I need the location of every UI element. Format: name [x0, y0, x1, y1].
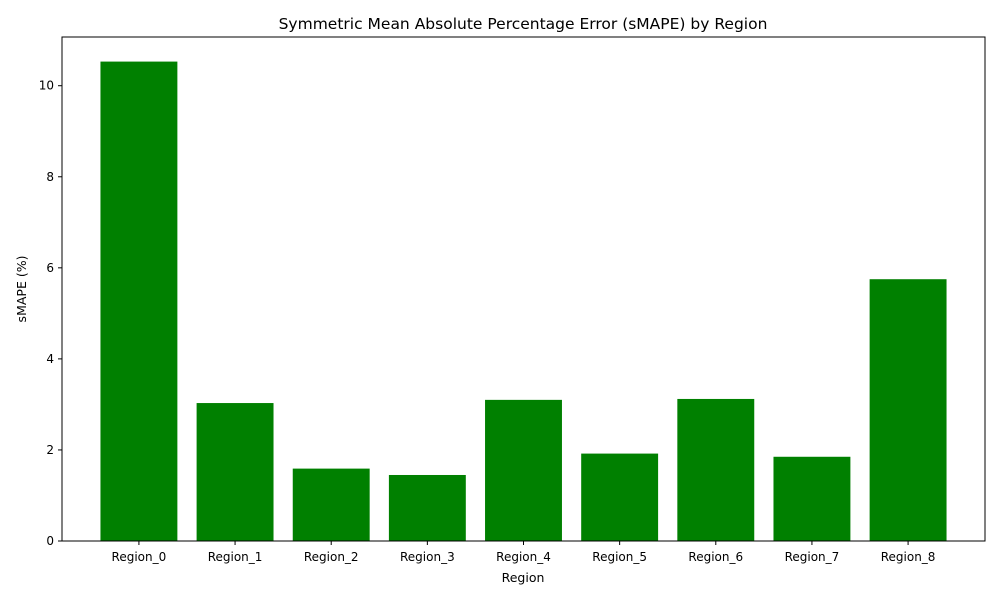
x-tick-label: Region_7 [785, 550, 840, 564]
y-tick-label: 10 [39, 79, 54, 93]
x-tick-label: Region_0 [112, 550, 167, 564]
x-tick-label: Region_3 [400, 550, 455, 564]
bar-region-8 [869, 279, 947, 541]
bar-region-1 [196, 403, 274, 541]
bar-region-6 [677, 398, 755, 541]
plot-frame [61, 36, 986, 542]
bar-region-7 [773, 456, 851, 541]
x-axis-ticks: Region_0 Region_1 Region_2 Region_3 Region_4… [112, 541, 936, 564]
chart-title: Symmetric Mean Absolute Percentage Error… [279, 15, 768, 33]
bar-region-4 [485, 399, 562, 541]
bar-region-3 [388, 474, 466, 541]
x-axis-title: Region [502, 570, 545, 585]
x-tick-label: Region_1 [208, 550, 263, 564]
x-tick-label: Region_4 [496, 550, 551, 564]
y-tick-label: 4 [46, 352, 54, 366]
x-tick-label: Region_2 [304, 550, 359, 564]
y-axis-title: sMAPE (%) [14, 256, 29, 323]
y-tick-label: 6 [46, 261, 54, 275]
bar-region-5 [581, 453, 659, 541]
y-tick-label: 2 [46, 443, 54, 457]
x-tick-label: Region_6 [688, 550, 743, 564]
bar-region-0 [100, 61, 178, 542]
y-axis-ticks: 0 2 4 6 8 10 [39, 79, 62, 548]
y-tick-label: 8 [46, 170, 54, 184]
y-tick-label: 0 [46, 534, 54, 548]
x-tick-label: Region_8 [881, 550, 936, 564]
x-tick-label: Region_5 [592, 550, 647, 564]
bars-group [100, 61, 947, 542]
bar-region-2 [292, 468, 370, 541]
